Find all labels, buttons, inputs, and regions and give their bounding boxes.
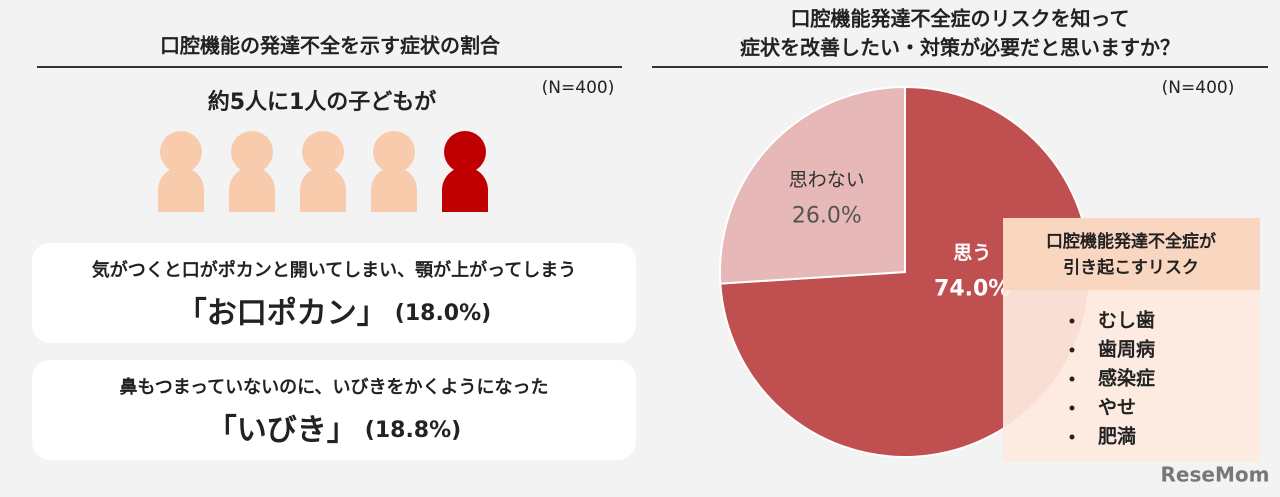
chart-title: 口腔機能発達不全症のリスクを知って: [791, 7, 1130, 31]
risk-header: [1003, 218, 1260, 290]
person-icons: [158, 131, 488, 212]
risk-item: 肥満: [1098, 426, 1136, 448]
headline: 約5人に1人の子どもが: [208, 89, 437, 115]
chart-title: 症状を改善したい・対策が必要だと思いますか？: [740, 36, 1180, 60]
symptom-card: [32, 243, 636, 343]
person-icon: [158, 131, 204, 212]
bullet: [1069, 405, 1075, 411]
symptom-share: (18.0%): [395, 301, 491, 326]
risk-body: [1003, 290, 1260, 462]
slice-value: 26.0%: [792, 204, 862, 229]
symptom-line: 「いびき」 (18.8%): [207, 413, 461, 448]
symptom-name: 「お口ポカン」: [177, 296, 387, 331]
bullet: [1069, 318, 1075, 324]
bullet: [1069, 434, 1075, 440]
sample-size: (N=400): [1162, 78, 1235, 98]
symptom-card: [32, 360, 636, 460]
risk-item: 感染症: [1098, 367, 1155, 390]
slice-label: 思う: [953, 242, 991, 264]
risk-item: むし歯: [1098, 309, 1155, 332]
pie-slice: [719, 85, 906, 285]
risk-item: やせ: [1098, 397, 1136, 419]
left-title: 口腔機能の発達不全を示す症状の割合: [160, 34, 501, 58]
bullet: [1069, 347, 1075, 353]
risk-title: 口腔機能発達不全症が: [1046, 231, 1216, 252]
risk-title: 引き起こすリスク: [1063, 257, 1199, 278]
symptom-name: 「いびき」: [207, 413, 357, 448]
person-icon-highlight: [442, 131, 488, 212]
person-icon: [229, 131, 275, 212]
symptom-description: 鼻もつまっていないのに、いびきをかくようになった: [119, 376, 548, 398]
symptom-share: (18.8%): [365, 418, 461, 443]
sample-size: (N=400): [542, 78, 615, 98]
symptom-description: 気がつくと口がポカンと開いてしまい、顎が上がってしまう: [92, 259, 577, 281]
slice-value: 74.0%: [934, 276, 1010, 301]
symptom-line: 「お口ポカン」 (18.0%): [177, 296, 491, 331]
bullet: [1069, 376, 1075, 382]
person-icon: [371, 131, 417, 212]
pie: 思う 74.0% 思わない 26.0%: [719, 85, 1091, 458]
risk-item: 歯周病: [1098, 338, 1155, 361]
person-icon: [300, 131, 346, 212]
slice-label: 思わない: [789, 169, 865, 191]
watermark: ReseMom: [1161, 463, 1270, 487]
